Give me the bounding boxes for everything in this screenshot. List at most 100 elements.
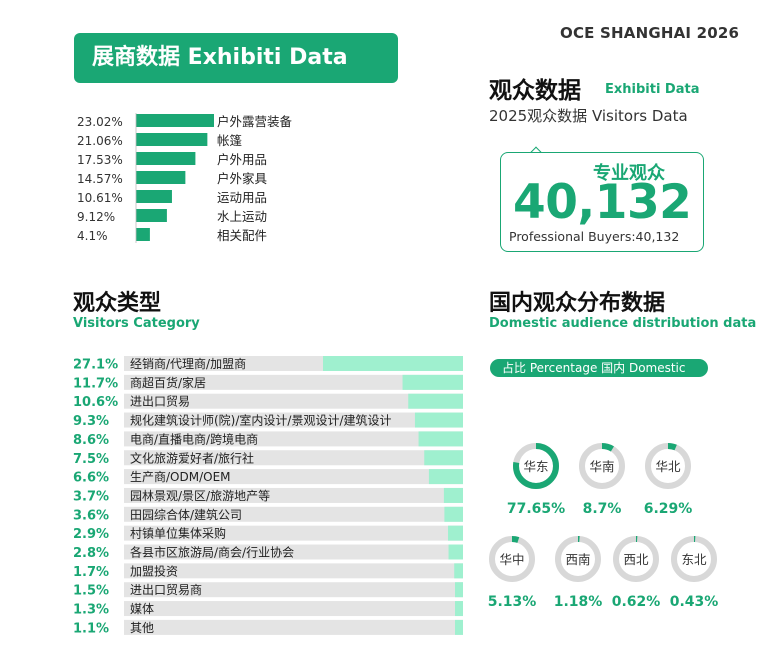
exhibitor-bar [136,209,167,222]
exhibitor-value-label: 10.61% [77,191,123,205]
audience-title: 观众数据 [489,78,581,104]
visitor-category-label: 进出口贸易商 [130,582,202,597]
visitor-category-title: 观众类型 [73,291,162,316]
exhibitor-bar [136,228,150,241]
professional-buyers-callout: 专业观众 40,132 Professional Buyers:40,132 [500,152,704,252]
donut-slice [613,536,659,582]
visitor-value-label: 2.9% [73,527,109,542]
exhibitor-value-label: 17.53% [77,153,123,167]
visitor-category-label: 村镇单位集体采购 [130,526,226,541]
visitor-value-label: 27.1% [73,358,118,373]
visitor-category-label: 电商/直播电商/跨境电商 [130,431,258,446]
visitor-category-label: 文化旅游爱好者/旅行社 [130,450,254,465]
donut-region-label: 西南 [565,552,590,567]
visitor-bar [454,563,463,579]
visitor-bar-track [124,431,463,447]
visitor-category-label: 园林景观/景区/旅游地产等 [130,489,270,503]
visitor-value-label: 8.6% [73,433,109,448]
visitor-bar-track [124,544,463,560]
visitor-value-label: 1.1% [73,621,109,636]
visitor-category-subtitle: Visitors Category [73,316,200,331]
visitor-bar [455,619,463,635]
donut-value-label: 77.65% [507,501,565,517]
exhibitor-value-label: 14.57% [77,172,123,186]
donut-region-label: 华中 [499,552,524,567]
visitor-bar-track [124,619,463,635]
donut-region-label: 华南 [589,459,614,474]
visitor-bar [455,582,463,598]
visitor-bar-track [124,374,463,390]
visitor-category-label: 进出口贸易 [130,395,190,409]
donut-slice [513,443,559,489]
visitor-bar [424,450,463,466]
exhibitor-bar [136,171,186,184]
visitor-value-label: 1.7% [73,565,109,580]
visitor-category-label: 规化建筑设计师(院)/室内设计/景观设计/建筑设计 [130,413,392,428]
exhibitor-category-label: 户外露营装备 [217,114,293,129]
donut-slice [555,536,601,582]
visitor-bar-track [124,412,463,428]
exhibitor-category-label: 相关配件 [217,228,267,243]
visitor-value-label: 7.5% [73,452,109,467]
visitor-bar [402,374,463,390]
domestic-title: 国内观众分布数据 [489,291,666,316]
donut-value-label: 8.7% [583,501,622,517]
callout-value: 40,132 [513,175,692,230]
visitor-category-label: 商超百货/家居 [130,375,206,390]
donut-region-label: 西北 [623,552,649,567]
donut-value-label: 1.18% [554,594,603,610]
visitor-category-label: 加盟投资 [130,563,178,578]
visitor-bar [448,544,463,560]
donut-slice [579,443,625,489]
visitor-bar [414,412,463,428]
exhibitor-category-chart: 23.02% 户外露营装备 21.06% 帐篷 17.53% 户外用品 14.57% 户外家具… [77,113,293,243]
visitor-bar [418,431,463,447]
visitor-value-label: 1.3% [73,603,109,618]
donut-value-label: 0.62% [612,594,661,610]
domestic-legend-pill: 占比 Percentage 国内 Domestic [490,359,708,377]
visitor-category-label: 生产商/ODM/OEM [130,469,231,484]
donut-slice [645,443,691,489]
visitor-bar [408,393,463,409]
exhibitor-category-label: 水上运动 [217,209,267,224]
visitor-bar-track [124,487,463,503]
donut-value-label: 6.29% [644,501,693,517]
exhibitor-bar [136,133,208,146]
exhibitor-value-label: 23.02% [77,115,123,129]
donut-slice [489,536,535,582]
domestic-subtitle: Domestic audience distribution data [489,316,757,331]
exhibitor-bar [136,190,172,203]
donut-region-label: 华北 [655,459,681,474]
exhibitor-value-label: 21.06% [77,134,123,148]
exhibitor-bar [136,114,214,127]
visitor-category-label: 其他 [130,621,154,635]
donut-region-label: 东北 [681,552,707,567]
visitor-value-label: 1.5% [73,584,109,599]
visitor-bar-track [124,525,463,541]
event-title: OCE SHANGHAI 2026 [560,24,740,42]
visitor-bar-track [124,563,463,579]
visitor-bar-track [124,450,463,466]
exhibitor-category-label: 帐篷 [217,133,243,148]
callout-label: 专业观众 [593,163,665,184]
domestic-distribution-chart: 华东 77.65% 华南 8.7% 华北 6.29% 华中 5.13% 西南 1.18% 西北 0.6… [488,443,718,610]
exhibitor-data-banner: 展商数据 Exhibiti Data [74,33,398,83]
visitor-category-label: 各县市区旅游局/商会/行业协会 [130,545,294,560]
donut-region-label: 华东 [523,459,548,474]
exhibitor-value-label: 9.12% [77,210,115,224]
visitor-bar [443,487,463,503]
visitor-category-label: 经销商/代理商/加盟商 [130,356,246,371]
exhibitor-bar [136,152,196,165]
visitor-bar-track [124,506,463,522]
visitor-value-label: 6.6% [73,471,109,486]
donut-value-label: 5.13% [488,594,537,610]
visitor-bar [428,469,463,485]
visitor-value-label: 2.8% [73,546,109,561]
visitor-bar [323,356,463,371]
visitor-bar [455,601,463,617]
exhibitor-category-label: 运动用品 [217,190,267,205]
visitor-value-label: 9.3% [73,414,109,429]
visitor-value-label: 3.6% [73,508,109,523]
visitor-bar-track [124,601,463,617]
